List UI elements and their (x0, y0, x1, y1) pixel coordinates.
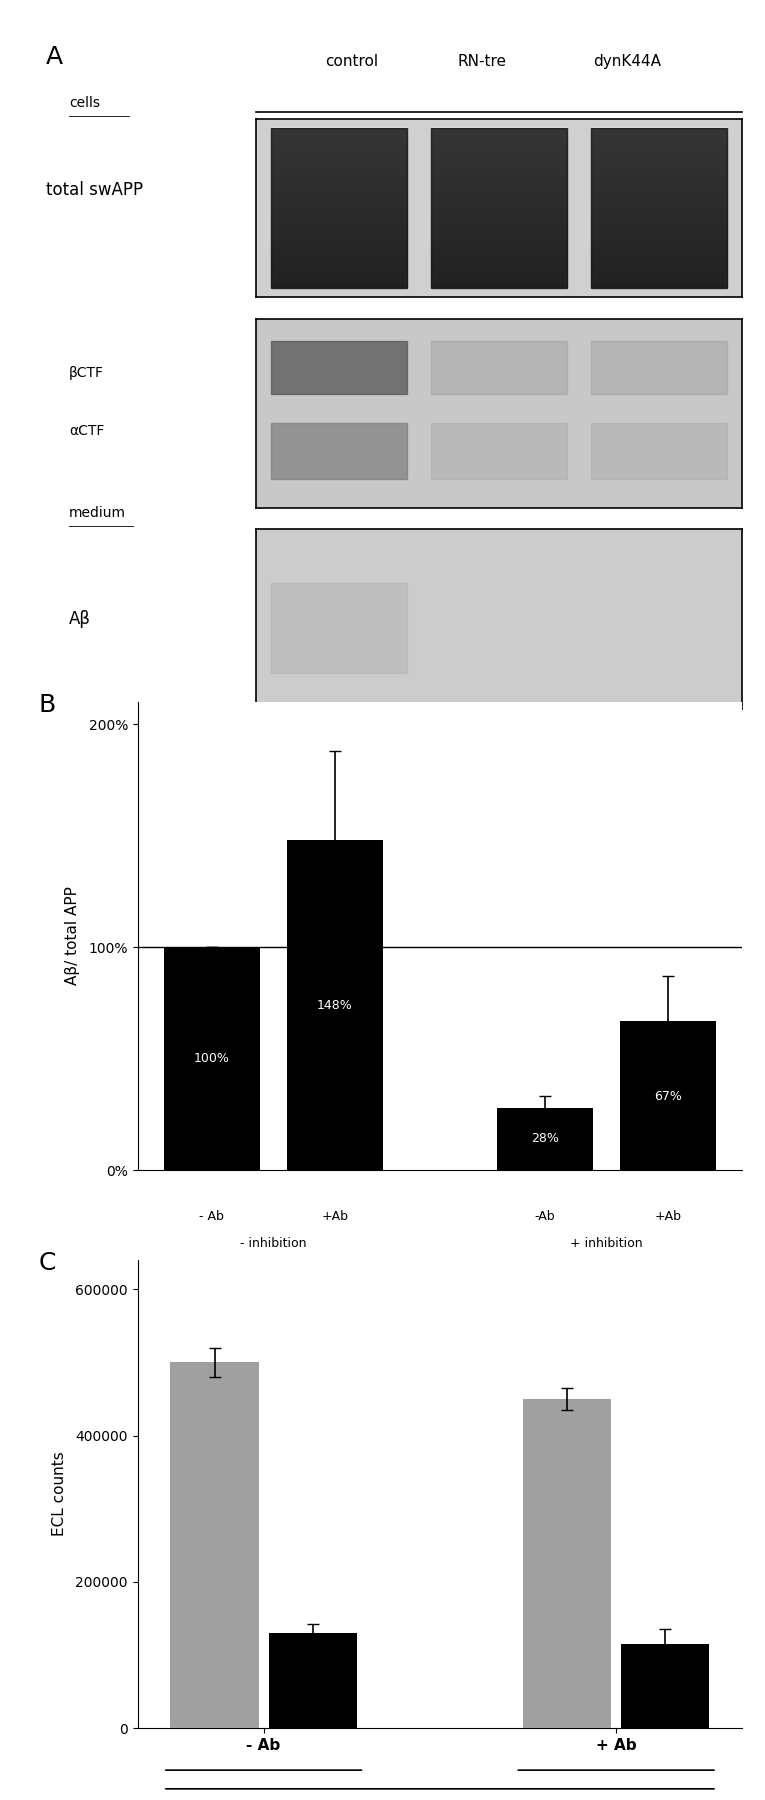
Bar (591, 342, 728, 394)
Bar (591, 128, 728, 288)
Text: 100%: 100% (194, 1051, 230, 1066)
Text: B: B (38, 693, 56, 716)
Text: control: control (325, 54, 379, 68)
Text: αCTF: αCTF (69, 425, 104, 437)
Bar (523, 1399, 611, 1728)
Bar (431, 342, 567, 394)
Bar (496, 1107, 593, 1170)
Text: total swAPP: total swAPP (46, 182, 143, 200)
Bar (431, 128, 567, 288)
Text: - inhibition: - inhibition (240, 1237, 307, 1249)
Text: Aβ: Aβ (69, 610, 91, 628)
Bar (591, 423, 728, 479)
Text: C: C (38, 1251, 56, 1274)
Text: βCTF: βCTF (69, 367, 104, 380)
Bar (271, 423, 407, 479)
Y-axis label: ECL counts: ECL counts (52, 1451, 67, 1537)
Y-axis label: Aβ/ total APP: Aβ/ total APP (65, 887, 80, 985)
Bar (164, 947, 260, 1170)
Text: + inhibition: + inhibition (570, 1237, 643, 1249)
Text: 148%: 148% (317, 999, 353, 1012)
Bar (621, 1643, 709, 1728)
Text: - Ab: - Ab (199, 1210, 224, 1224)
Text: -Ab: -Ab (535, 1210, 555, 1224)
Text: RN-tre: RN-tre (457, 54, 506, 68)
Text: +Ab: +Ab (655, 1210, 682, 1224)
Text: A: A (46, 45, 63, 68)
Bar (620, 1021, 716, 1170)
Text: cells: cells (69, 95, 100, 110)
Bar (271, 342, 407, 394)
Bar (271, 583, 407, 673)
Text: medium: medium (69, 506, 126, 520)
Text: dynK44A: dynK44A (594, 54, 661, 68)
Text: 28%: 28% (531, 1132, 558, 1145)
Bar (271, 128, 407, 288)
Bar (171, 1363, 259, 1728)
Text: +Ab: +Ab (321, 1210, 349, 1224)
Bar (269, 1633, 356, 1728)
Text: 67%: 67% (654, 1091, 682, 1103)
Bar (431, 423, 567, 479)
Bar (287, 841, 383, 1170)
